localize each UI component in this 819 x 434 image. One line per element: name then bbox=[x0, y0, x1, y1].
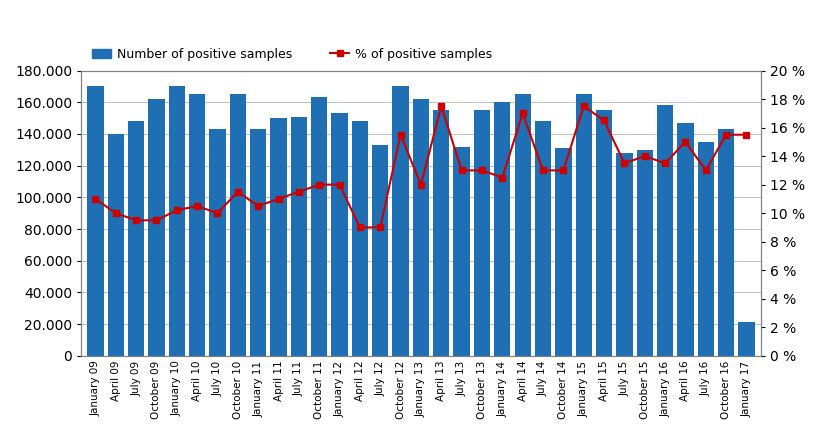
Bar bbox=[351, 121, 368, 356]
Bar bbox=[473, 110, 490, 356]
Bar bbox=[717, 129, 733, 356]
Bar bbox=[412, 99, 428, 356]
Bar bbox=[494, 102, 510, 356]
Legend: Number of positive samples, % of positive samples: Number of positive samples, % of positiv… bbox=[88, 43, 496, 66]
Bar bbox=[148, 99, 165, 356]
Bar bbox=[636, 150, 652, 356]
Bar bbox=[392, 86, 408, 356]
Bar bbox=[453, 147, 469, 356]
Bar bbox=[676, 123, 693, 356]
Bar bbox=[209, 129, 225, 356]
Bar bbox=[554, 148, 571, 356]
Bar bbox=[270, 118, 287, 356]
Bar bbox=[595, 110, 612, 356]
Bar bbox=[575, 94, 591, 356]
Bar bbox=[107, 134, 124, 356]
Bar bbox=[128, 121, 144, 356]
Bar bbox=[188, 94, 205, 356]
Bar bbox=[87, 86, 103, 356]
Bar bbox=[656, 105, 672, 356]
Bar bbox=[534, 121, 550, 356]
Bar bbox=[372, 145, 388, 356]
Bar bbox=[737, 322, 753, 356]
Bar bbox=[229, 94, 246, 356]
Bar bbox=[250, 129, 266, 356]
Bar bbox=[310, 98, 327, 356]
Bar bbox=[514, 94, 530, 356]
Bar bbox=[291, 116, 306, 356]
Bar bbox=[331, 113, 347, 356]
Bar bbox=[616, 153, 631, 356]
Bar bbox=[169, 86, 185, 356]
Bar bbox=[432, 110, 449, 356]
Bar bbox=[697, 142, 713, 356]
